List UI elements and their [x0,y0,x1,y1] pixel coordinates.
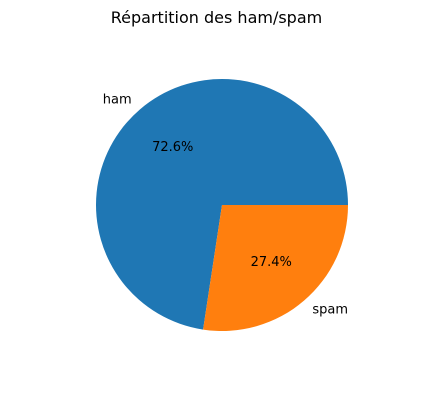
slice-label-ham: ham [103,92,132,107]
slice-label-spam: spam [312,303,348,318]
pct-label-spam: 27.4% [251,255,292,270]
chart-title: Répartition des ham/spam [111,8,322,27]
pie-slice-spam [203,205,348,331]
pie-labels: ham 72.6% spam 27.4% [103,92,348,317]
pie-slices [96,79,348,331]
pie-slice-ham [96,79,348,330]
pct-label-ham: 72.6% [152,140,193,155]
